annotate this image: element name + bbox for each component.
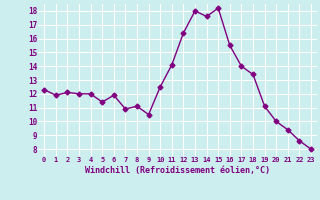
- X-axis label: Windchill (Refroidissement éolien,°C): Windchill (Refroidissement éolien,°C): [85, 166, 270, 175]
